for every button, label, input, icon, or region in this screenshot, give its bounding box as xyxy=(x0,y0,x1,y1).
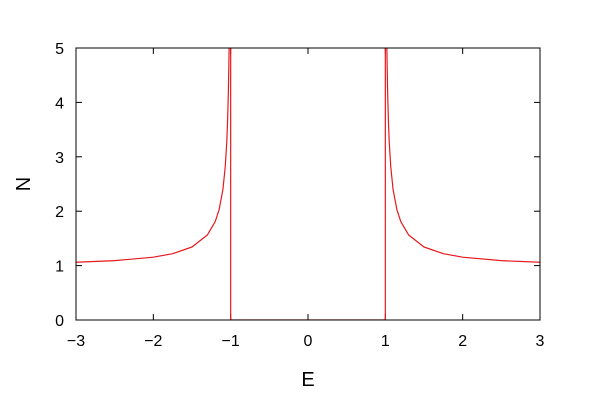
plot-frame xyxy=(75,47,541,321)
y-tick-label: 1 xyxy=(55,259,64,276)
y-tick-label: 3 xyxy=(55,150,64,167)
x-axis-ticks: −3 −2 −1 0 1 2 3 xyxy=(67,48,545,350)
y-axis-ticks: 0 1 2 3 4 5 xyxy=(55,41,540,330)
y-tick-label: 2 xyxy=(55,204,64,221)
x-tick-label: 2 xyxy=(458,333,467,350)
y-axis-label: N xyxy=(13,177,35,191)
x-tick-label: 1 xyxy=(381,333,390,350)
series-line xyxy=(76,48,540,320)
series-layer xyxy=(76,48,540,320)
y-tick-label: 0 xyxy=(55,313,64,330)
x-tick-label: −3 xyxy=(67,333,85,350)
y-tick-label: 5 xyxy=(55,41,64,58)
x-axis-label: E xyxy=(301,369,314,391)
y-tick-label: 4 xyxy=(55,95,64,112)
x-tick-label: −1 xyxy=(222,333,240,350)
x-tick-label: −2 xyxy=(144,333,162,350)
x-tick-label: 0 xyxy=(304,333,313,350)
x-tick-label: 3 xyxy=(536,333,545,350)
